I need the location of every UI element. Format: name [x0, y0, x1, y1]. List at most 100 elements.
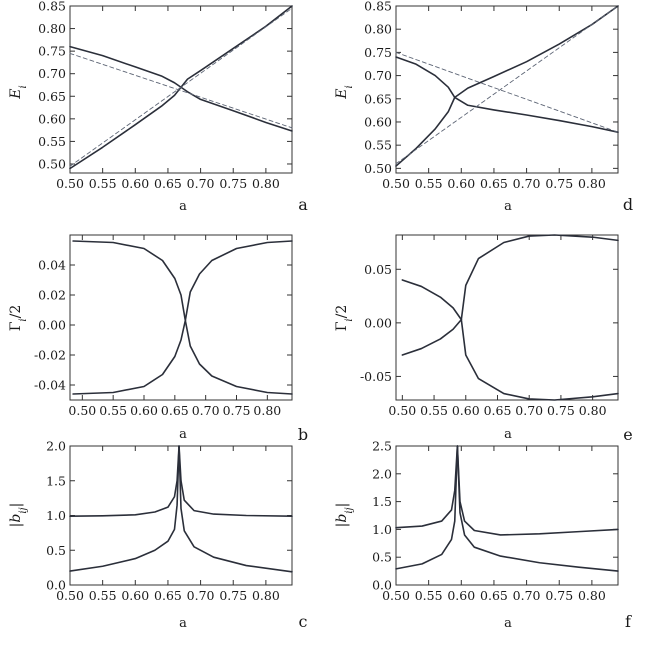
y-tick-label: 2.5 — [372, 439, 392, 454]
y-tick-label: 0.50 — [364, 161, 392, 176]
x-tick-label: 0.75 — [219, 588, 247, 603]
panel-letter: b — [298, 425, 308, 444]
y-tick-label: 0.05 — [364, 262, 392, 277]
x-tick-label: 0.60 — [452, 403, 480, 418]
plot-frame — [395, 234, 619, 401]
x-tick-label: 0.70 — [187, 588, 215, 603]
y-tick-label: 1.5 — [372, 494, 392, 509]
y-tick-label: 0.85 — [38, 0, 66, 14]
x-tick-label: 0.50 — [56, 588, 84, 603]
plot-frame — [395, 5, 619, 174]
x-tick-label: 0.50 — [56, 176, 84, 191]
panel-letter: c — [299, 612, 308, 631]
x-tick-label: 0.50 — [382, 176, 410, 191]
panel-a: 0.50 0.55 0.60 0.65 0.70 0.75 0.80 0.50 0.55 0.60… — [8, 0, 308, 214]
y-axis-label: Γi/2 — [8, 305, 29, 332]
panel-letter: d — [623, 195, 633, 214]
x-tick-label: 0.70 — [513, 176, 541, 191]
x-tick-label: 0.75 — [223, 403, 251, 418]
x-tick-label: 0.60 — [447, 588, 475, 603]
y-tick-label: 1.0 — [372, 522, 392, 537]
x-tick-label: 0.75 — [547, 403, 575, 418]
series-0 — [401, 279, 463, 321]
series-0 — [69, 45, 182, 89]
series-2 — [395, 445, 459, 570]
y-tick-label: 0.75 — [364, 45, 392, 60]
x-axis-label: a — [504, 427, 512, 442]
y-axis-label: |bij| — [334, 503, 355, 528]
y-tick-label: 0.70 — [364, 68, 392, 83]
y-tick-label: 0.65 — [364, 91, 392, 106]
x-tick-label: 0.55 — [89, 588, 117, 603]
dashed-series-4 — [395, 51, 619, 133]
x-tick-label: 0.80 — [578, 176, 606, 191]
series-1 — [401, 318, 463, 356]
panel-b: 0.50 0.55 0.60 0.65 0.70 0.75 0.80 0.04 0.02 0.00… — [8, 234, 308, 444]
y-tick-label: 0.70 — [38, 66, 66, 81]
panel-e: 0.50 0.55 0.60 0.65 0.70 0.75 0.80 0.05 0.00 -0.0… — [334, 234, 633, 444]
series-2 — [453, 5, 619, 99]
series-2 — [69, 86, 182, 170]
x-tick-label: 0.50 — [388, 403, 416, 418]
series-1 — [180, 86, 293, 132]
x-tick-label: 0.80 — [253, 403, 281, 418]
panel-f: 0.50 0.55 0.60 0.65 0.70 0.75 0.80 0.0 0.5 1.0 1.5… — [334, 439, 632, 632]
y-tick-label: -0.05 — [360, 369, 392, 384]
x-tick-label: 0.70 — [515, 403, 543, 418]
series-3 — [178, 445, 293, 573]
series-1 — [178, 445, 293, 518]
x-tick-label: 0.75 — [545, 176, 573, 191]
y-axis-label: Ei — [334, 85, 355, 99]
x-tick-label: 0.80 — [252, 588, 280, 603]
series-3 — [456, 445, 619, 572]
y-tick-label: 0.85 — [364, 0, 392, 14]
x-tick-label: 0.80 — [579, 403, 607, 418]
y-axis-label: Ei — [8, 85, 29, 99]
x-tick-label: 0.70 — [192, 403, 220, 418]
x-tick-label: 0.70 — [187, 176, 215, 191]
x-tick-label: 0.60 — [121, 176, 149, 191]
x-tick-label: 0.55 — [415, 176, 443, 191]
x-tick-label: 0.75 — [545, 588, 573, 603]
dashed-series-5 — [395, 5, 619, 165]
y-tick-label: 1.0 — [46, 508, 66, 523]
series-1 — [456, 445, 619, 536]
series-3 — [180, 5, 293, 89]
y-axis-label: |bij| — [8, 503, 29, 528]
x-tick-label: 0.65 — [161, 403, 189, 418]
y-tick-label: 2.0 — [372, 466, 392, 481]
x-tick-label: 0.65 — [154, 176, 182, 191]
x-tick-label: 0.80 — [252, 176, 280, 191]
x-tick-label: 0.70 — [513, 588, 541, 603]
x-tick-label: 0.55 — [99, 403, 127, 418]
x-axis-label: a — [179, 616, 187, 631]
plot-frame — [395, 445, 619, 586]
dashed-series-4 — [69, 52, 293, 129]
panel-letter: a — [298, 195, 308, 214]
y-tick-label: -0.02 — [34, 348, 66, 363]
y-tick-label: 0.0 — [46, 578, 66, 593]
y-tick-label: 0.50 — [38, 156, 66, 171]
x-axis-label: a — [179, 199, 187, 214]
plot-frame — [69, 5, 293, 174]
y-axis-label: Γi/2 — [334, 305, 355, 332]
x-axis-label: a — [179, 427, 187, 442]
y-tick-label: 0.55 — [364, 138, 392, 153]
series-2 — [72, 319, 187, 395]
x-tick-label: 0.65 — [154, 588, 182, 603]
series-3 — [460, 318, 619, 401]
x-axis-label: a — [504, 199, 512, 214]
x-tick-label: 0.55 — [415, 588, 443, 603]
panel-c: 0.50 0.55 0.60 0.65 0.70 0.75 0.80 0.0 0.5 1.0 1.5… — [8, 439, 308, 632]
series-2 — [69, 445, 180, 572]
x-tick-label: 0.65 — [484, 403, 512, 418]
y-tick-label: 0.5 — [46, 543, 66, 558]
panel-letter: f — [625, 612, 632, 631]
y-tick-label: 0.60 — [38, 111, 66, 126]
y-tick-label: 0.65 — [38, 89, 66, 104]
panel-letter: e — [623, 425, 632, 444]
y-tick-label: 0.04 — [38, 258, 66, 273]
series-3 — [184, 319, 293, 395]
y-tick-label: 0.80 — [38, 21, 66, 36]
